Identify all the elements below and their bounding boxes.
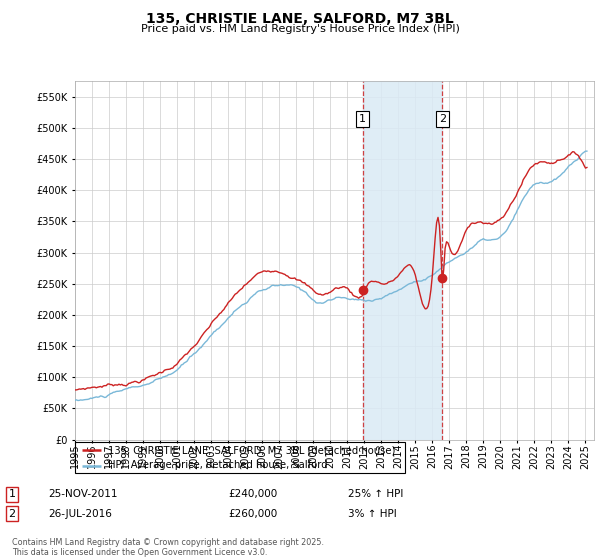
Text: 26-JUL-2016: 26-JUL-2016 [48,508,112,519]
Text: 25% ↑ HPI: 25% ↑ HPI [348,489,403,500]
Bar [362,81,442,440]
Text: Contains HM Land Registry data © Crown copyright and database right 2025.
This d: Contains HM Land Registry data © Crown c… [12,538,324,557]
Text: 2: 2 [8,508,16,519]
Text: 25-NOV-2011: 25-NOV-2011 [48,489,118,500]
Text: 1: 1 [8,489,16,500]
Text: 1: 1 [359,114,366,124]
Text: Price paid vs. HM Land Registry's House Price Index (HPI): Price paid vs. HM Land Registry's House … [140,24,460,34]
Text: 3% ↑ HPI: 3% ↑ HPI [348,508,397,519]
Text: £240,000: £240,000 [228,489,277,500]
Text: HPI: Average price, detached house, Salford: HPI: Average price, detached house, Salf… [108,460,328,470]
Text: 135, CHRISTIE LANE, SALFORD, M7 3BL (detached house): 135, CHRISTIE LANE, SALFORD, M7 3BL (det… [108,445,395,455]
Text: 135, CHRISTIE LANE, SALFORD, M7 3BL: 135, CHRISTIE LANE, SALFORD, M7 3BL [146,12,454,26]
Text: £260,000: £260,000 [228,508,277,519]
Text: 2: 2 [439,114,446,124]
